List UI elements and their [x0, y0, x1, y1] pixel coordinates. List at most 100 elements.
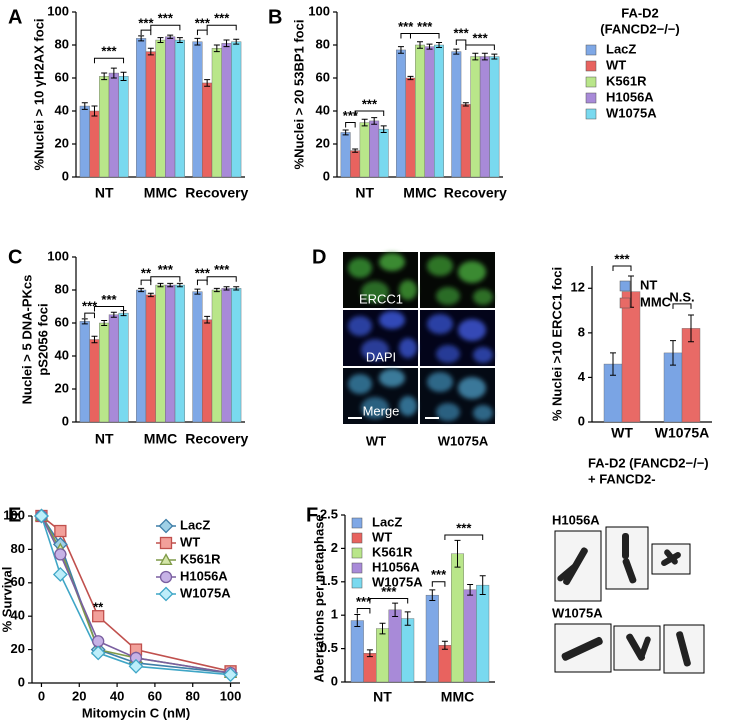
significance-label: ** [141, 266, 152, 281]
bar [155, 39, 166, 178]
significance-bracket [150, 24, 181, 31]
significance-bracket [84, 312, 95, 319]
panel-letter: F [306, 504, 318, 526]
significance-label: *** [398, 19, 414, 34]
legend-swatch [351, 562, 363, 574]
channel-label: DAPI [366, 349, 396, 364]
error-bar [441, 640, 448, 650]
x-tick-label: Recovery [444, 185, 507, 201]
significance-label: *** [343, 108, 359, 123]
error-bar [91, 105, 98, 117]
significance-label: N.S. [669, 289, 694, 304]
bar [118, 312, 129, 423]
bar [401, 618, 415, 683]
y-tick-label: 60 [11, 574, 25, 589]
y-tick-label: 100 [47, 3, 69, 18]
bar [221, 288, 232, 423]
caption: + FANCD2- [588, 471, 656, 486]
significance-bracket [196, 279, 208, 286]
legend-label: K561R [606, 73, 647, 88]
error-bar [167, 282, 174, 288]
chromosome [622, 533, 629, 559]
chromosome-label: H1056A [552, 512, 600, 527]
marker [54, 548, 67, 561]
y-tick-label: 20 [316, 135, 330, 150]
significance-label: *** [214, 11, 230, 26]
bar [479, 56, 490, 178]
bar [174, 39, 185, 178]
error-bar [157, 37, 164, 44]
bar [369, 120, 380, 178]
bar [136, 38, 147, 178]
bar [108, 314, 119, 423]
bar [231, 41, 242, 178]
legend-label: WT [606, 57, 626, 72]
significance-bracket [150, 276, 181, 282]
bar [438, 645, 452, 683]
error-bar [366, 649, 373, 658]
y-tick-label: 1 [331, 607, 338, 622]
marker [90, 645, 106, 661]
bar [451, 51, 462, 178]
y-tick-label: 0 [62, 168, 69, 183]
significance-bracket [455, 39, 467, 46]
y-axis-label: %Nuclei > 10 γH2AX foci [31, 18, 46, 170]
y-tick-label: 40 [316, 102, 330, 117]
bar [221, 43, 232, 178]
y-tick-label: 60 [55, 314, 69, 329]
significance-label: *** [356, 594, 372, 609]
x-tick-label: 100 [220, 688, 242, 703]
bar [202, 319, 213, 423]
error-bar [110, 311, 117, 318]
error-bar [120, 71, 127, 81]
error-bar [157, 282, 164, 288]
bar [192, 291, 203, 423]
error-bar [417, 41, 423, 49]
marker [92, 610, 105, 623]
bar [415, 44, 425, 178]
legend-swatch [351, 547, 363, 559]
error-bar [147, 292, 154, 298]
error-bar [91, 335, 98, 344]
bar [621, 291, 641, 423]
significance-label: *** [138, 16, 154, 31]
significance-bracket [465, 44, 495, 50]
column-label: W1075A [438, 433, 489, 448]
significance-bracket [140, 29, 152, 36]
bar [451, 553, 465, 683]
legend-label: K561R [180, 551, 221, 566]
significance-bracket [93, 306, 125, 312]
significance-label: *** [431, 567, 447, 582]
y-tick-label: 100 [3, 507, 25, 522]
nuclei [348, 253, 493, 421]
legend-marker [159, 553, 173, 566]
bar [99, 322, 110, 423]
error-bar [223, 286, 230, 291]
marker [92, 635, 105, 648]
y-axis-label: pS2056 foci [35, 303, 50, 375]
legend-marker [159, 570, 173, 584]
y-tick-label: 1.5 [320, 573, 338, 588]
bar [424, 46, 435, 178]
y-tick-label: 0 [323, 168, 330, 183]
legend-label: H1056A [180, 568, 228, 583]
y-tick-label: 12 [571, 280, 585, 295]
significance-bracket [672, 303, 692, 309]
panel-letter: A [8, 6, 22, 28]
error-bar [467, 583, 474, 596]
legend-swatch [585, 92, 597, 104]
y-tick-label: 100 [308, 3, 330, 18]
legend-title: (FANCD2−/−) [600, 21, 679, 36]
error-bar [110, 67, 117, 79]
bar [174, 284, 185, 423]
bar [340, 132, 351, 178]
panel-letter: E [8, 504, 21, 526]
bar [359, 122, 370, 178]
legend-swatch [585, 60, 597, 72]
bar [363, 653, 377, 683]
y-tick-label: 100 [47, 248, 69, 263]
error-bar [81, 318, 88, 325]
x-tick-label: 0 [38, 688, 45, 703]
bar [396, 49, 406, 178]
